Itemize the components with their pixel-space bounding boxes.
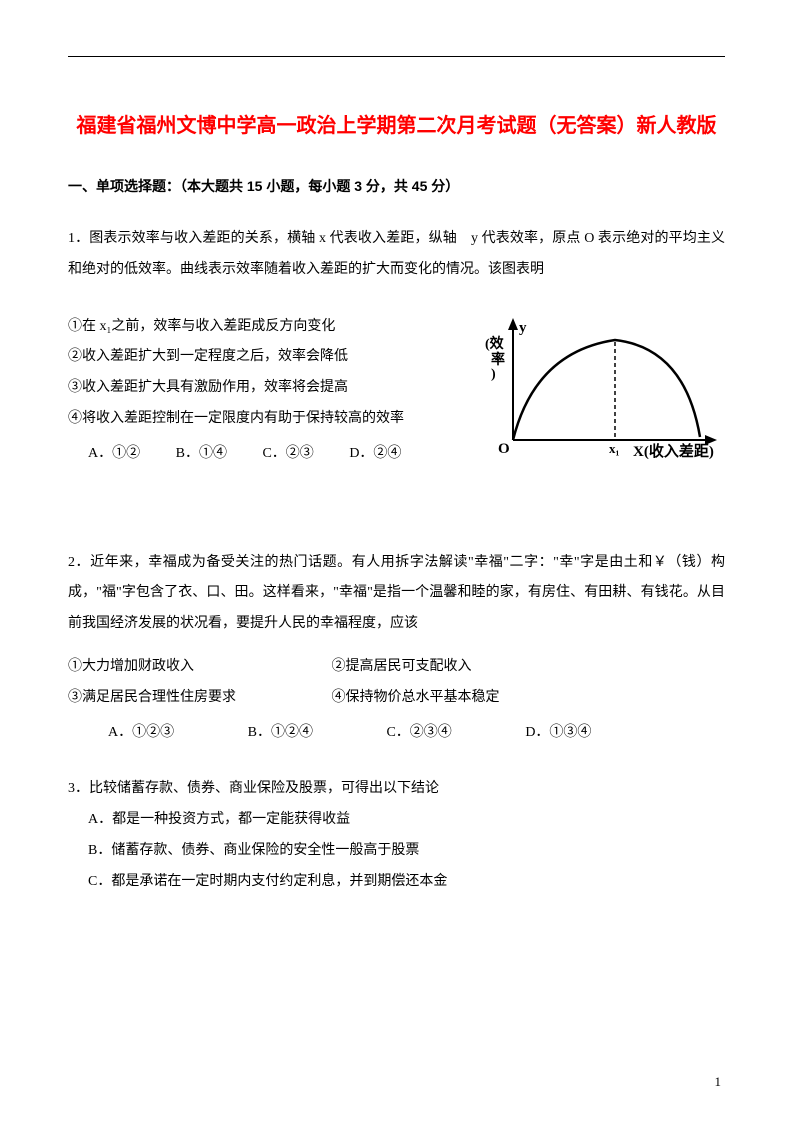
q1-option-b: B．①④ — [176, 439, 227, 470]
q2-option-d: D．①③④ — [525, 718, 591, 749]
q2-statement-4: ④保持物价总水平基本稳定 — [332, 683, 500, 714]
q1-statement-1: ①在 x₁之前，效率与收入差距成反方向变化 — [68, 312, 475, 343]
question-1: 1．图表示效率与收入差距的关系，横轴 x 代表收入差距，纵轴 y 代表效率，原点… — [68, 224, 725, 472]
exam-title: 福建省福州文博中学高一政治上学期第二次月考试题（无答案）新人教版 — [68, 104, 725, 148]
q2-option-c: C．②③④ — [386, 718, 451, 749]
svg-text:X(收入差距): X(收入差距) — [633, 442, 714, 460]
svg-text:x₁: x₁ — [609, 441, 620, 456]
q2-options: A．①②③ B．①②④ C．②③④ D．①③④ — [68, 718, 725, 749]
q2-option-a: A．①②③ — [108, 718, 174, 749]
svg-text:y: y — [519, 320, 527, 336]
section-1-header: 一、单项选择题：（本大题共 15 小题，每小题 3 分，共 45 分） — [68, 172, 725, 200]
q3-option-c: C．都是承诺在一定时期内支付约定利息，并到期偿还本金 — [68, 867, 725, 898]
q3-intro: 3．比较储蓄存款、债券、商业保险及股票，可得出以下结论 — [68, 774, 725, 805]
q1-statement-4: ④将收入差距控制在一定限度内有助于保持较高的效率 — [68, 404, 475, 435]
q2-intro: 2．近年来，幸福成为备受关注的热门话题。有人用拆字法解读"幸福"二字："幸"字是… — [68, 548, 725, 640]
q2-option-b: B．①②④ — [248, 718, 313, 749]
q1-option-c: C．②③ — [262, 439, 313, 470]
page-number: 1 — [715, 1074, 722, 1090]
svg-text:(效: (效 — [485, 335, 505, 352]
page-top-rule — [68, 56, 725, 57]
q3-option-b: B．储蓄存款、债券、商业保险的安全性一般高于股票 — [68, 836, 725, 867]
q1-statements: ①在 x₁之前，效率与收入差距成反方向变化 ②收入差距扩大到一定程度之后，效率会… — [68, 312, 475, 470]
q1-statement-2: ②收入差距扩大到一定程度之后，效率会降低 — [68, 342, 475, 373]
q2-statement-2: ②提高居民可支配收入 — [332, 652, 472, 683]
svg-text:O: O — [498, 441, 510, 457]
question-3: 3．比较储蓄存款、债券、商业保险及股票，可得出以下结论 A．都是一种投资方式，都… — [68, 774, 725, 897]
svg-text:): ) — [491, 367, 496, 382]
q2-statements-row1: ①大力增加财政收入 ②提高居民可支配收入 — [68, 652, 725, 683]
q1-statement-3: ③收入差距扩大具有激励作用，效率将会提高 — [68, 373, 475, 404]
q1-intro: 1．图表示效率与收入差距的关系，横轴 x 代表收入差距，纵轴 y 代表效率，原点… — [68, 224, 725, 286]
q2-statement-3: ③满足居民合理性住房要求 — [68, 683, 328, 714]
svg-text:率: 率 — [491, 351, 505, 368]
q3-option-a: A．都是一种投资方式，都一定能获得收益 — [68, 805, 725, 836]
q1-options: A．①② B．①④ C．②③ D．②④ — [68, 439, 475, 470]
q1-option-a: A．①② — [88, 439, 140, 470]
q1-efficiency-chart: y (效 率 ) O x₁ X(收入差距) — [485, 312, 725, 472]
question-2: 2．近年来，幸福成为备受关注的热门话题。有人用拆字法解读"幸福"二字："幸"字是… — [68, 548, 725, 749]
q2-statement-1: ①大力增加财政收入 — [68, 652, 328, 683]
q2-statements-row2: ③满足居民合理性住房要求 ④保持物价总水平基本稳定 — [68, 683, 725, 714]
q1-option-d: D．②④ — [349, 439, 401, 470]
